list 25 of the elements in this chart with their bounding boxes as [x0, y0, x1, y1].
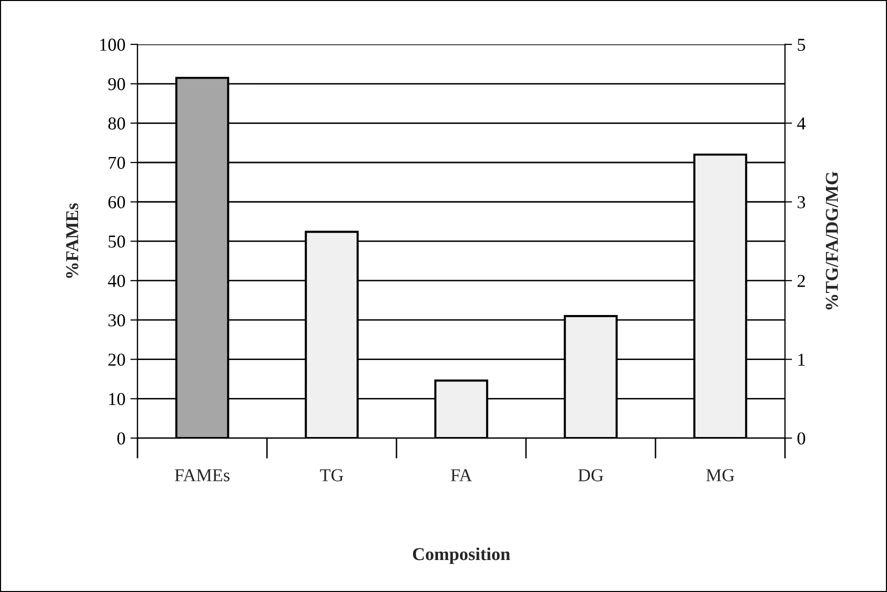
x-axis-title: Composition [412, 548, 510, 564]
y2-tick-label: 3 [798, 196, 806, 208]
y2-axis-title: %TG/FA/DG/MG [826, 172, 838, 310]
y-tick-label: 70 [108, 156, 125, 169]
x-tick-label: FAMEs [174, 469, 230, 482]
y-tick-label: 10 [109, 392, 125, 406]
y2-tick-label: 5 [798, 38, 806, 51]
y2-tick-label: 2 [798, 274, 805, 287]
y-tick-label: 80 [108, 117, 125, 130]
y-tick-label: 50 [108, 235, 125, 248]
x-tick-label: TG [320, 469, 344, 482]
y2-tick-label: 1 [798, 354, 805, 366]
y2-tick-label: 0 [797, 432, 806, 445]
y-tick-label: 30 [108, 314, 125, 326]
y2-tick-label: 4 [797, 118, 806, 130]
y-tick-label: 0 [117, 432, 125, 445]
x-tick-label: FA [450, 469, 472, 482]
x-tick-label: MG [706, 469, 734, 482]
y-tick-label: 100 [100, 38, 125, 51]
y-tick-label: 40 [108, 274, 125, 288]
y-axis-title: %FAMEs [66, 203, 78, 278]
y-tick-label: 20 [108, 354, 125, 366]
y-tick-label: 60 [108, 196, 125, 208]
x-tick-label: DG [578, 469, 604, 482]
y-tick-label: 90 [108, 78, 125, 90]
